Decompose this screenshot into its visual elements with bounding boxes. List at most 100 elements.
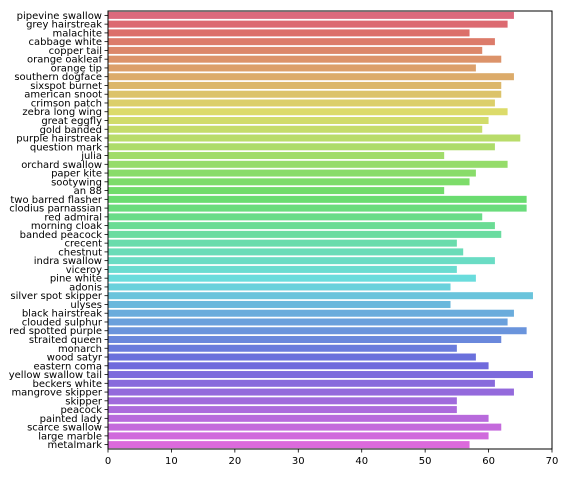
y-tick-label: crecent [65,239,103,250]
y-tick-label: orange tip [51,63,102,74]
y-tick-label: monarch [58,344,102,355]
bar-sootywing [108,178,470,186]
y-tick-label: purple hairstreak [16,134,102,145]
x-tick-label: 0 [105,456,111,467]
y-tick-label: viceroy [66,265,102,276]
bar-cabbage-white [108,38,495,46]
bar-straited-queen [108,335,502,344]
bar-southern-dogface [108,73,514,81]
bar-banded-peacock [108,230,502,238]
bar-eastern-coma [108,362,489,370]
y-tick-label: red admiral [44,212,102,223]
bar-sixspot-burnet [108,81,502,89]
y-tick-label: yellow swallow tail [9,370,102,381]
y-tick-label: painted lady [40,414,102,425]
bar-zebra-long-wing [108,108,508,116]
bar-malachite [108,29,470,37]
bar-crimson-patch [108,99,495,107]
y-tick-label: adonis [69,282,102,293]
bar-adonis [108,283,451,291]
y-tick-label: eastern coma [33,361,102,372]
bar-viceroy [108,265,457,273]
y-tick-label: banded peacock [20,230,103,241]
bar-ulyses [108,300,451,308]
y-tick-label: southern dogface [14,72,102,83]
bar-great-eggfly [108,116,489,125]
y-tick-label: orange oakleaf [27,55,102,66]
bar-clouded-sulphur [108,318,508,326]
y-tick-label: paper kite [51,169,102,180]
bar-pipevine-swallow [108,11,514,19]
y-tick-label: an 88 [74,186,102,197]
y-tick-label: black hairstreak [22,309,102,320]
bar-chestnut [108,248,464,256]
y-tick-label: grey hairstreak [26,20,102,31]
bar-question-mark [108,143,495,151]
bar-crecent [108,239,457,247]
bar-orchard-swallow [108,160,508,168]
x-tick-label: 60 [482,456,495,467]
bar-pine-white [108,274,476,282]
x-tick-label: 10 [165,456,178,467]
y-tick-label: chestnut [58,247,102,258]
y-tick-label: orchard swallow [21,160,102,171]
y-tick-label: american snoot [24,90,102,101]
bar-wood-satyr [108,353,476,361]
bar-clodius-parnassian [108,204,527,212]
y-tick-label: scarce swallow [27,423,102,434]
plot-frame [107,10,553,450]
y-tick-label: peacock [60,405,102,416]
bar-monarch [108,344,457,352]
bar-orange-tip [108,64,476,72]
bar-yellow-swallow-tail [108,371,533,379]
bar-copper-tail [108,46,483,54]
y-tick-label: mangrove skipper [11,388,102,399]
bar-red-spotted-purple [108,327,527,335]
y-tick-label: clouded sulphur [22,317,103,328]
y-tick-label: gold banded [40,125,102,136]
x-tick-label: 30 [292,456,305,467]
y-tick-label: large marble [38,431,102,442]
bar-painted-lady [108,414,489,422]
y-tick-label: wood satyr [47,353,103,364]
y-tick-label: beckers white [33,379,102,390]
y-tick-label: question mark [30,142,102,153]
y-tick-label: indra swallow [34,256,102,267]
x-ticks: 0 10 20 30 40 50 60 70 [105,449,559,467]
y-tick-label: julia [80,151,102,162]
x-tick-label: 50 [419,456,432,467]
bar-orange-oakleaf [108,55,502,63]
y-tick-label: silver spot skipper [10,291,103,302]
bar-scarce-swallow [108,423,502,431]
y-tick-label: straited queen [29,335,102,346]
bar-beckers-white [108,379,495,387]
bar-metalmark [108,441,470,449]
bar-indra-swallow [108,257,495,265]
bar-red-admiral [108,213,483,221]
y-tick-label: two barred flasher [10,195,103,206]
bar-julia [108,152,445,160]
y-tick-label: zebra long wing [22,107,102,118]
bar-black-hairstreak [108,309,514,317]
bar-gold-banded [108,125,483,133]
bar-skipper [108,397,457,405]
bar-two-barred-flasher [108,195,527,203]
y-tick-label: morning cloak [31,221,102,232]
y-tick-label: red spotted purple [9,326,102,337]
y-tick-label: sixspot burnet [30,81,102,92]
y-tick-label: pine white [50,274,102,285]
bar-large-marble [108,432,489,440]
y-tick-label: clodius parnassian [9,204,102,215]
y-tick-label: metalmark [48,440,103,451]
bar-paper-kite [108,169,476,177]
y-tick-label: cabbage white [29,37,103,48]
y-tick-label: ulyses [70,300,102,311]
x-tick-label: 20 [228,456,241,467]
bar-peacock [108,406,457,414]
x-tick-label: 70 [546,456,559,467]
y-tick-label: skipper [65,396,103,407]
bar-an-88 [108,187,445,195]
